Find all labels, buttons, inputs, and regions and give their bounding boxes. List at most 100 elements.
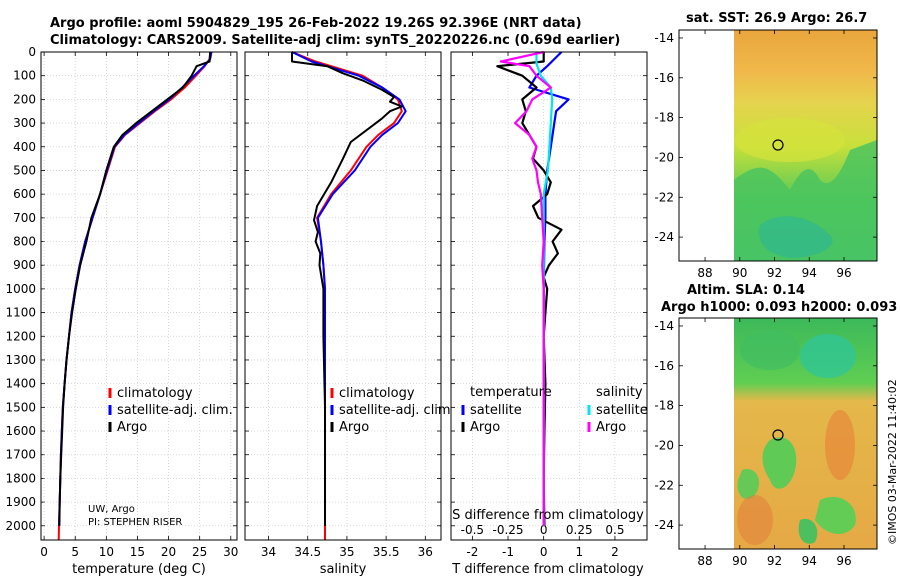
sst-map-xtick-label: 96: [836, 266, 851, 280]
temp-ytick-label: 1800: [5, 471, 36, 485]
temp-legend-label: Argo: [117, 420, 147, 435]
temp-xlabel: temperature (deg C): [72, 562, 206, 577]
diff-s-xtick-label: -0.25: [492, 523, 523, 537]
temp-ytick-label: 300: [13, 116, 36, 130]
temp-ytick-label: 1700: [5, 448, 36, 462]
sla-map-xtick-label: 92: [767, 554, 782, 568]
figure-title-line2: Climatology: CARS2009. Satellite-adj cli…: [50, 33, 621, 48]
diff-series-sargo: [499, 50, 552, 526]
temp-frame: [40, 51, 238, 541]
sst-map-panel: 88 90 92 94 96 -14 -16 -18 -20 -22 -24: [654, 29, 878, 280]
temp-ytick-label: 400: [13, 140, 36, 154]
sla-map-xtick-label: 88: [697, 554, 712, 568]
difference-panel: -2 -1 0 1 2 -0.5 -0.25 0 0.25 0.5S difference fro…: [450, 50, 648, 577]
sst-map-title: sat. SST: 26.9 Argo: 26.7: [686, 11, 868, 26]
diff-s-xtick-label: -0.5: [461, 523, 484, 537]
diff-legend-s-label: satellite: [596, 403, 648, 418]
sal-xtick-label: 34: [261, 545, 276, 559]
temp-ytick-label: 1100: [5, 306, 36, 320]
temp-ytick-label: 1500: [5, 400, 36, 414]
temp-xtick-label: 20: [161, 545, 176, 559]
sla-high-2: [737, 495, 773, 545]
sst-map-xtick-label: 88: [697, 266, 712, 280]
temp-xtick-label: 15: [130, 545, 145, 559]
sla-map-ytick-label: -24: [654, 518, 674, 532]
diff-legend-t-label: satellite: [470, 403, 522, 418]
temp-ytick-label: 1600: [5, 424, 36, 438]
sla-map-title-line1: Altim. SLA: 0.14: [687, 283, 805, 298]
sal-series-argo: [291, 52, 403, 526]
sla-eddy-2: [740, 330, 800, 370]
sst-map-ytick-label: -24: [654, 230, 674, 244]
temp-xtick-label: 30: [223, 545, 238, 559]
diff-s-xtick-label: 0.5: [605, 523, 624, 537]
sal-background: [245, 52, 441, 540]
sla-map-xtick-label: 94: [802, 554, 817, 568]
sal-frame: [244, 51, 442, 541]
temp-ytick-label: 1000: [5, 282, 36, 296]
temp-series-argo: [58, 51, 212, 526]
diff-xtick-label: 2: [611, 545, 619, 559]
sla-eddy-1: [800, 334, 856, 378]
sla-argo-marker: [772, 429, 784, 441]
sla-low-2: [815, 496, 856, 535]
temp-xtick-label: 5: [71, 545, 79, 559]
sst-map-xtick-label: 92: [767, 266, 782, 280]
sla-high-1: [825, 410, 855, 480]
diff-legend-salinity-title: salinity: [596, 385, 643, 400]
temp-legend-label: satellite-adj. clim.: [117, 403, 233, 418]
temp-annotation-line1: UW, Argo: [88, 504, 135, 515]
sal-legend-label: climatology: [339, 386, 415, 401]
sla-map-xtick-label: 96: [836, 554, 851, 568]
temp-ytick-label: 1200: [5, 329, 36, 343]
diff-xlabel: T difference from climatology: [451, 562, 644, 577]
temp-ytick-label: 0: [28, 45, 36, 59]
temp-ytick-label: 1300: [5, 353, 36, 367]
sst-map-xtick-label: 90: [732, 266, 747, 280]
sst-map-xtick-label: 94: [802, 266, 817, 280]
sal-series-satelliteadjclim: [291, 51, 407, 526]
sla-map-axes: 88 90 92 94 96 -14 -16 -18 -20 -22 -24: [654, 318, 877, 568]
salinity-panel: 34 34.5 35 35.5 36 salinity climatology satelli…: [244, 51, 455, 577]
sst-map-frame: [678, 29, 878, 262]
temp-ytick-label: 500: [13, 163, 36, 177]
sla-map-ytick-label: -18: [654, 399, 674, 413]
temp-ytick-label: 1400: [5, 377, 36, 391]
sla-map-xtick-label: 90: [732, 554, 747, 568]
temp-xtick-label: 25: [192, 545, 207, 559]
sst-coolest-region: [759, 216, 833, 258]
sla-map-panel: 88 90 92 94 96 -14 -16 -18 -20 -22 -24: [654, 317, 878, 568]
temp-xtick-label: 10: [99, 545, 114, 559]
diff-frame: [450, 51, 648, 541]
diff-s-xtick-label: 0.25: [566, 523, 593, 537]
figure-title-line1: Argo profile: aoml 5904829_195 26-Feb-20…: [50, 16, 582, 31]
sla-map-ytick-label: -22: [654, 478, 674, 492]
sla-map-title-line2: Argo h1000: 0.093 h2000: 0.093: [661, 300, 898, 315]
sla-map-ytick-label: -14: [654, 319, 674, 333]
temp-ytick-label: 100: [13, 69, 36, 83]
temp-legend-label: climatology: [117, 386, 193, 401]
sst-map-ytick-label: -20: [654, 150, 674, 164]
diff-xtick-label: 0: [540, 545, 548, 559]
temp-annotation-line2: PI: STEPHEN RISER: [88, 517, 182, 528]
sla-map-frame: [678, 317, 878, 550]
sla-low-1: [762, 437, 797, 489]
sal-xtick-label: 34.5: [294, 545, 321, 559]
diff-xtick-label: -2: [466, 545, 478, 559]
sla-map-ytick-label: -16: [654, 359, 674, 373]
sst-map-axes: 88 90 92 94 96 -14 -16 -18 -20 -22 -24: [654, 30, 877, 280]
temp-ytick-label: 600: [13, 187, 36, 201]
sal-legend-label: Argo: [339, 420, 369, 435]
temp-ytick-label: 700: [13, 211, 36, 225]
sla-low-4: [798, 518, 818, 544]
sla-low-3: [737, 469, 760, 500]
sst-mid-band: [735, 118, 845, 162]
temp-ytick-label: 1900: [5, 495, 36, 509]
sst-argo-marker: [772, 139, 784, 151]
temp-xtick-label: 0: [40, 545, 48, 559]
diff-s-xtick-label: 0: [540, 523, 548, 537]
sal-xtick-label: 35.5: [373, 545, 400, 559]
diff-xtick-label: 1: [575, 545, 583, 559]
sal-legend-label: satellite-adj. clim.: [339, 403, 455, 418]
